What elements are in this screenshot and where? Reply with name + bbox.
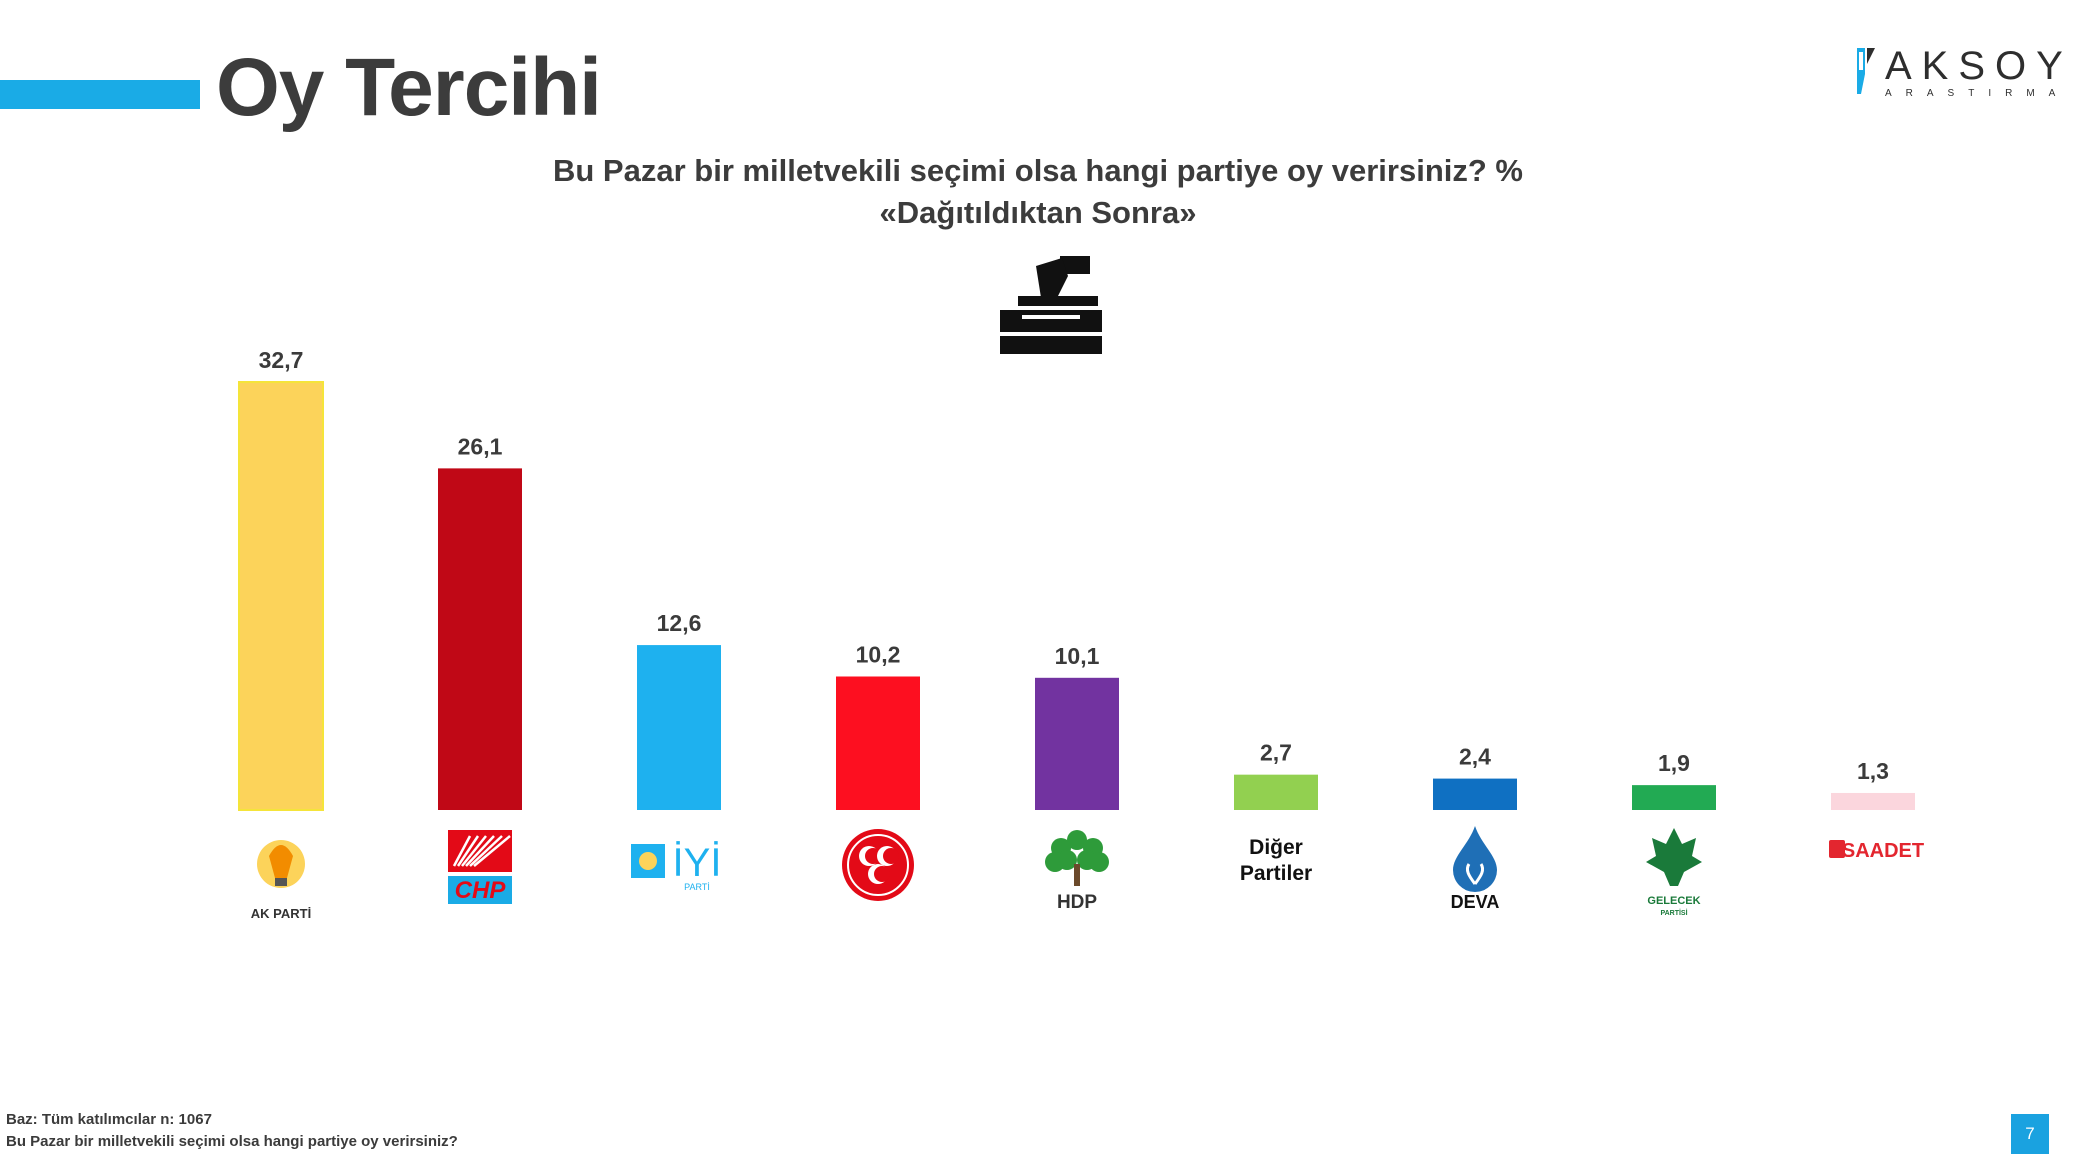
mhp-crescent-cut-3 (874, 866, 890, 882)
logo-label-3: İYİ (673, 840, 722, 885)
chp-arrow-icon (456, 835, 480, 867)
hdp-trunk-icon (1074, 864, 1080, 886)
logo-label-2: CHP (455, 877, 507, 904)
saadet-mark-icon (1829, 840, 1845, 858)
logo-sublabel-3: PARTİ (684, 882, 710, 892)
data-label-8: 1,9 (1658, 750, 1690, 776)
data-label-5: 10,1 (1055, 643, 1100, 669)
logo-label-7: DEVA (1451, 892, 1500, 912)
brand-logo: AKSOY ARASTIRMA (1855, 44, 2063, 104)
data-label-9: 1,3 (1857, 758, 1889, 784)
logo-label-1: AK PARTİ (251, 906, 311, 921)
chp-arrow-icon (465, 835, 495, 867)
logo-label-8: GELECEK (1647, 895, 1700, 907)
mhp-crescent-cut-2 (883, 848, 899, 864)
ballot-box-icon (1000, 256, 1102, 354)
chp-arrow-icon (469, 835, 503, 867)
chp-label-box (448, 876, 512, 904)
footer-base-note: Baz: Tüm katılımcılar n: 1067 (6, 1111, 212, 1128)
footer-question-note: Bu Pazar bir milletvekili seçimi olsa ha… (6, 1133, 458, 1150)
chart-title: Bu Pazar bir milletvekili seçimi olsa ha… (553, 153, 1523, 188)
bar-4 (836, 676, 920, 810)
deva-sprout-icon (1465, 863, 1485, 885)
data-label-6: 2,7 (1260, 740, 1292, 766)
page-number: 7 (2011, 1114, 2049, 1154)
iyi-sun-icon (639, 852, 657, 870)
bar-6 (1234, 774, 1318, 810)
ak-parti-bulb-icon (269, 845, 293, 878)
bar-7 (1433, 778, 1517, 810)
brand-name: AKSOY (1885, 44, 2073, 88)
chp-arrow-icon (452, 835, 472, 867)
logo-label-6-line-2: Partiler (1240, 862, 1312, 885)
data-label-4: 10,2 (856, 641, 901, 667)
data-label-1: 32,7 (259, 347, 304, 373)
deva-drop-icon (1453, 826, 1497, 892)
chp-arrow-icon (473, 835, 511, 867)
logo-label-5: HDP (1057, 892, 1097, 913)
aksoy-logo-icon (1857, 48, 1875, 94)
bar-5 (1035, 677, 1119, 810)
bar-1 (238, 381, 324, 811)
hdp-leaf-icon-7 (1089, 852, 1109, 872)
logo-label-6-line-1: Diğer (1249, 836, 1303, 859)
bar-3 (637, 645, 721, 810)
bar-9 (1831, 792, 1915, 810)
logo-label-9: SAADET (1842, 840, 1924, 862)
header-accent-bar (0, 80, 200, 109)
brand-subtitle: ARASTIRMA (1885, 88, 2070, 99)
page-title: Oy Tercihi (216, 42, 602, 133)
mhp-crescent-cut-1 (865, 848, 881, 864)
bar-2 (438, 468, 522, 810)
logo-sublabel-8: PARTİSİ (1660, 909, 1687, 917)
gelecek-leaf-icon (1646, 828, 1702, 886)
chp-arrow-icon (461, 835, 487, 867)
data-label-7: 2,4 (1459, 744, 1491, 770)
bar-8 (1632, 785, 1716, 810)
ak-parti-bulb-base-icon (275, 878, 287, 886)
mhp-ring-icon (847, 834, 909, 896)
hdp-leaf-icon-6 (1045, 852, 1065, 872)
data-label-2: 26,1 (458, 433, 503, 459)
chart-subtitle: «Dağıtıldıktan Sonra» (879, 195, 1197, 230)
hdp-leaf-icon-2 (1067, 830, 1087, 850)
data-label-3: 12,6 (657, 610, 702, 636)
